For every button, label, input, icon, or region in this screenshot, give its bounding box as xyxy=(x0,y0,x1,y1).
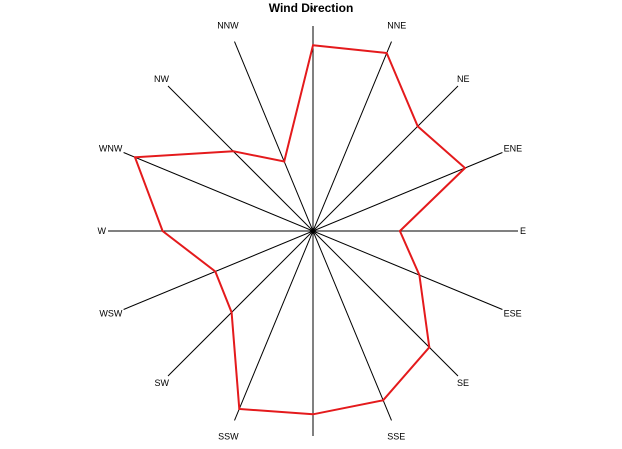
direction-label-sse: SSE xyxy=(387,432,405,442)
data-point-nne xyxy=(385,52,388,54)
direction-label-ssw: SSW xyxy=(218,432,239,442)
direction-label-wsw: WSW xyxy=(99,308,122,318)
data-series xyxy=(133,44,467,416)
data-point-ene xyxy=(464,167,466,169)
data-point-se xyxy=(428,346,431,349)
direction-label-nne: NNE xyxy=(387,20,406,30)
direction-label-n: N xyxy=(310,4,317,14)
direction-label-e: E xyxy=(520,226,526,236)
data-point-sse xyxy=(382,399,385,402)
direction-label-se: SE xyxy=(457,378,469,388)
direction-label-wnw: WNW xyxy=(99,144,123,154)
data-point-ese xyxy=(418,274,421,277)
chart-title: Wind Direction xyxy=(269,1,354,15)
data-point-w xyxy=(161,230,164,232)
direction-label-ne: NE xyxy=(457,74,470,84)
data-point-ne xyxy=(416,125,419,128)
data-point-ssw xyxy=(238,408,241,410)
direction-label-w: W xyxy=(98,226,107,236)
data-point-nnw xyxy=(283,160,286,163)
data-point-wnw xyxy=(134,156,136,159)
data-point-s xyxy=(312,413,314,416)
direction-spokes xyxy=(108,26,518,436)
direction-label-ese: ESE xyxy=(504,308,522,318)
data-point-n xyxy=(312,44,314,47)
direction-label-ene: ENE xyxy=(504,144,523,154)
direction-label-nw: NW xyxy=(154,74,169,84)
data-point-sw xyxy=(230,311,233,314)
direction-label-sw: SW xyxy=(155,378,170,388)
spoke-sse-nnw xyxy=(234,41,392,421)
data-point-wsw xyxy=(214,270,217,273)
data-point-e xyxy=(398,230,401,232)
data-point-nw xyxy=(232,150,235,153)
direction-label-nnw: NNW xyxy=(217,20,239,30)
